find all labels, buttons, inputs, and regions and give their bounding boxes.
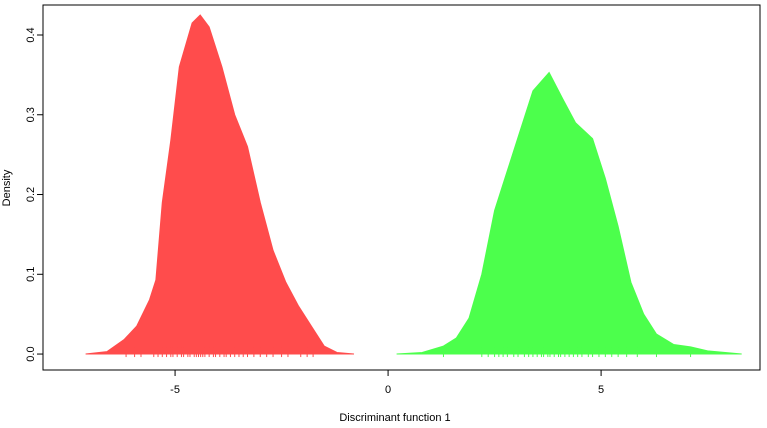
plot-frame [42,4,761,371]
y-tick-label: 0.3 [25,107,37,122]
x-tick-label: 0 [385,384,391,396]
density-area [85,14,355,355]
y-tick-label: 0.1 [25,267,37,282]
x-tick-label: -5 [170,384,180,396]
density-area [396,71,742,355]
x-tick-label: 5 [598,384,604,396]
y-tick-label: 0.4 [25,27,37,42]
y-axis-label: Density [1,169,13,206]
y-tick-label: 0.0 [25,346,37,361]
x-axis-label: Discriminant function 1 [339,412,450,423]
y-tick-label: 0.2 [25,187,37,202]
